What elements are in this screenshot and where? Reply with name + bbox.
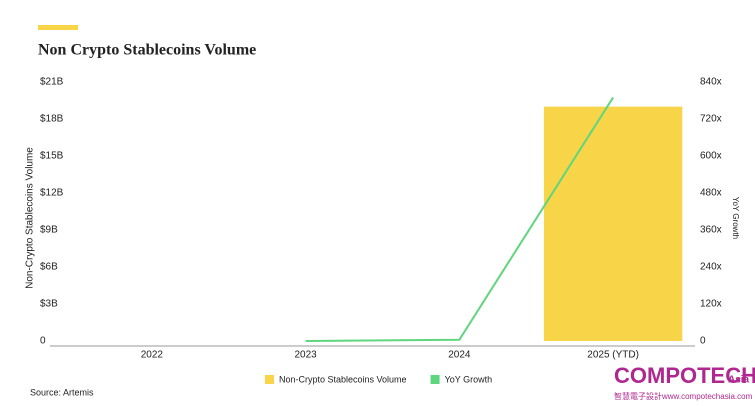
x-tick-label: 2023	[295, 350, 318, 361]
source: Source: Artemis	[30, 387, 94, 397]
y-tick-label: $9B	[40, 225, 58, 236]
y2-tick-label: 720x	[700, 114, 722, 125]
y-axis-label: Non-Crypto Stablecoins Volume	[25, 147, 36, 289]
x-tick-label: 2022	[141, 350, 164, 361]
y-tick-label: $3B	[40, 299, 58, 310]
legend-swatch	[265, 375, 274, 384]
y-tick-label: $18B	[40, 114, 64, 125]
x-tick-label: 2025 (YTD)	[587, 350, 639, 361]
y-tick-label: $12B	[40, 188, 64, 199]
y2-tick-label: 120x	[700, 299, 722, 310]
y2-tick-label: 480x	[700, 188, 722, 199]
y-tick-label: $6B	[40, 262, 58, 273]
y-tick-label: $15B	[40, 151, 64, 162]
legend-swatch	[430, 375, 440, 384]
y2-tick-label: 240x	[700, 262, 722, 273]
y2-tick-label: 0	[700, 336, 706, 347]
legend-label: Non-Crypto Stablecoins Volume	[279, 374, 407, 384]
y2-axis-label: YoY Growth	[731, 197, 740, 239]
y-tick-label: 0	[40, 336, 46, 347]
y-tick-label: $21B	[40, 77, 64, 88]
watermark-brand: COMPOTECH	[614, 363, 755, 388]
line	[305, 96, 614, 342]
chart-title: Non Crypto Stablecoins Volume	[38, 42, 256, 59]
watermark-tagline: 智慧電子設計www.compotechasia.com	[614, 391, 753, 401]
x-tick-label: 2024	[448, 350, 471, 361]
legend-label: YoY Growth	[445, 374, 493, 384]
watermark-suffix: Asia	[728, 375, 750, 386]
y2-tick-label: 360x	[700, 225, 722, 236]
y2-tick-label: 840x	[700, 77, 722, 88]
bar	[543, 106, 683, 342]
y2-tick-label: 600x	[700, 151, 722, 162]
accent-bar	[38, 25, 78, 30]
